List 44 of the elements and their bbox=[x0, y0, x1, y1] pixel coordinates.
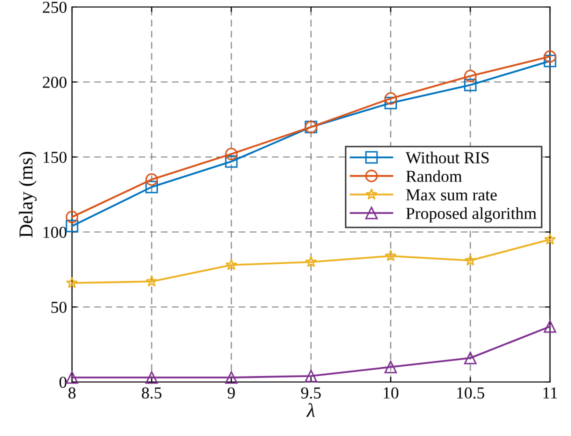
point bbox=[384, 250, 397, 262]
legend-label: Max sum rate bbox=[406, 189, 497, 200]
point bbox=[305, 256, 317, 268]
y-axis-title: Delay (ms) bbox=[18, 152, 37, 238]
x-tick-label: 10 bbox=[384, 387, 398, 399]
point bbox=[464, 78, 477, 92]
y-tick-label: 250 bbox=[42, 2, 67, 13]
point bbox=[66, 220, 78, 232]
point bbox=[225, 148, 238, 160]
legend-label: Random bbox=[406, 170, 462, 182]
point bbox=[66, 371, 78, 384]
x-tick-label: 8 bbox=[68, 387, 76, 399]
point bbox=[464, 70, 477, 82]
point bbox=[145, 173, 158, 186]
point bbox=[464, 352, 477, 364]
point bbox=[544, 233, 556, 245]
x-tick-label: 9.5 bbox=[301, 387, 321, 399]
y-tick-label: 50 bbox=[51, 302, 67, 313]
y-tick-label: 150 bbox=[44, 152, 67, 163]
point bbox=[544, 320, 556, 333]
point bbox=[145, 180, 158, 194]
point bbox=[146, 275, 158, 287]
x-tick-label: 8.5 bbox=[142, 387, 162, 399]
point bbox=[66, 276, 78, 288]
point bbox=[225, 258, 238, 270]
point bbox=[464, 254, 476, 266]
x-tick-label: 9 bbox=[228, 387, 235, 399]
point bbox=[544, 54, 556, 68]
x-axis-title: λ bbox=[306, 403, 315, 417]
point bbox=[225, 155, 238, 168]
x-tick-label: 10.5 bbox=[457, 387, 484, 399]
y-tick-label: 0 bbox=[59, 376, 67, 388]
point bbox=[145, 371, 158, 384]
point bbox=[304, 370, 318, 382]
point bbox=[544, 50, 556, 63]
y-tick-label: 200 bbox=[42, 76, 67, 88]
y-tick-label: 100 bbox=[44, 226, 67, 238]
point bbox=[384, 360, 397, 374]
x-tick-label: 11 bbox=[543, 387, 558, 398]
point bbox=[66, 210, 78, 224]
legend-label: Without RIS bbox=[406, 152, 489, 164]
point bbox=[384, 92, 397, 105]
point bbox=[225, 371, 238, 384]
legend-label: Proposed algorithm bbox=[406, 207, 536, 222]
